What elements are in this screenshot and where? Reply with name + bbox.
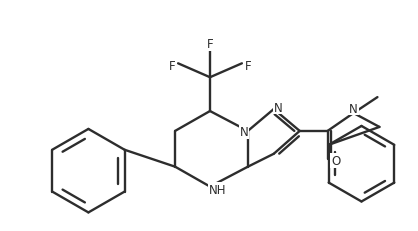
Text: F: F bbox=[206, 38, 213, 51]
Text: F: F bbox=[169, 60, 176, 73]
Text: NH: NH bbox=[209, 183, 227, 196]
Text: O: O bbox=[331, 155, 340, 167]
Text: N: N bbox=[240, 126, 248, 139]
Text: F: F bbox=[245, 60, 251, 73]
Text: N: N bbox=[349, 102, 358, 115]
Text: N: N bbox=[273, 101, 282, 114]
